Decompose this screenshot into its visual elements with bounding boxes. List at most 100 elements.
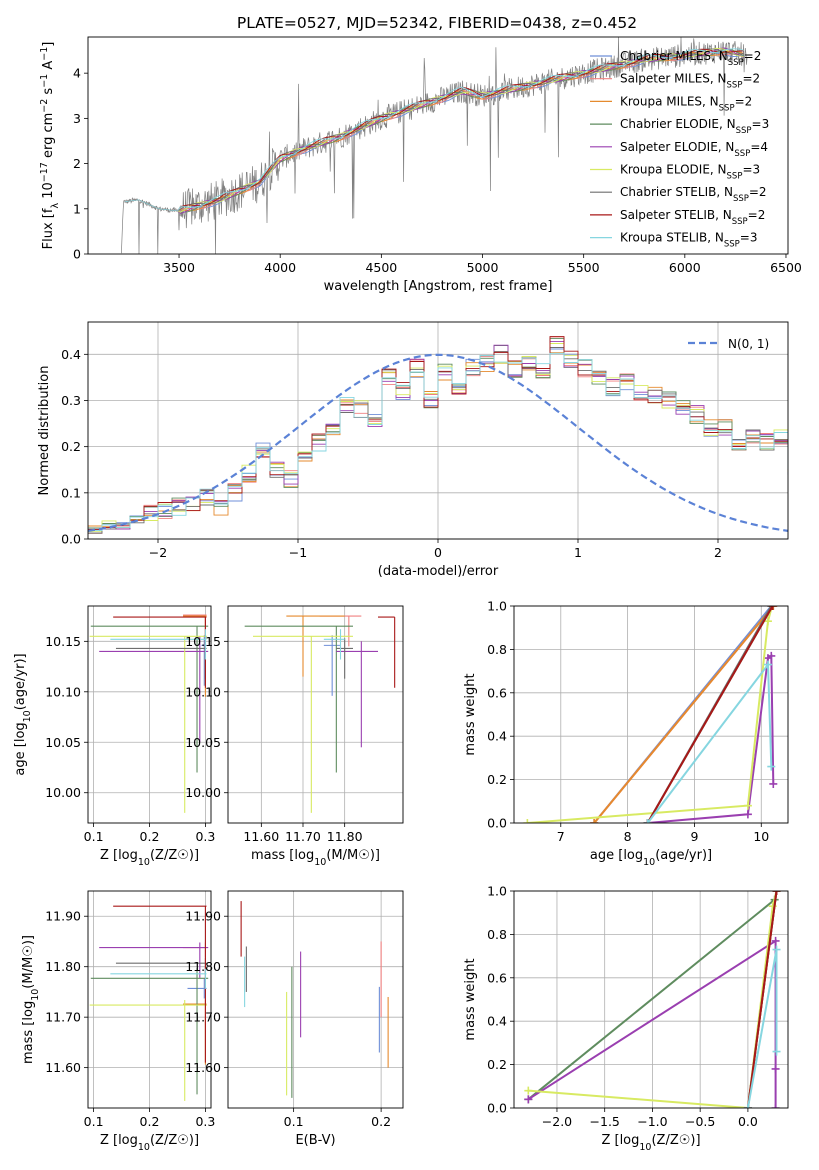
label-part: (age/yr)] [655, 848, 712, 863]
label-part: (Z/Z☉)] [150, 1133, 199, 1148]
x-tick-label: 1 [574, 545, 582, 560]
x-tick-label: 0.0 [738, 1114, 758, 1129]
y-tick-label: 3 [73, 111, 81, 126]
grid-lines [228, 891, 403, 1108]
hist-kroupa-stelib [88, 352, 788, 532]
y-tick-label: 10.10 [185, 684, 221, 699]
marker-kroupa-stelib [767, 762, 776, 771]
marker-kroupa-elodie [523, 819, 532, 823]
x-tick-label: 0.2 [140, 1114, 160, 1129]
x-tick-label: −2.0 [542, 1114, 572, 1129]
x-tick-label: −1 [289, 545, 307, 560]
y-axis-label: mass weight [463, 673, 478, 755]
x-tick-label: 8 [624, 829, 632, 844]
y-tick-label: 11.60 [45, 1060, 81, 1075]
plot-area [244, 615, 396, 813]
legend-label-text: Chabrier ELODIE, N [620, 117, 736, 131]
y-axis-label: Flux [fλ 10−17 erg cm−2 s−1 A−1] [39, 42, 61, 250]
y-tick-label: 4 [73, 66, 81, 81]
marker-salpeter-elodie [771, 1064, 780, 1073]
label-part: log [294, 848, 314, 863]
y-tick-label: 10.10 [45, 684, 81, 699]
y-tick-label: 10.00 [185, 785, 221, 800]
y-tick-label: 11.60 [185, 1060, 221, 1075]
y-tick-label: 0.4 [487, 1014, 507, 1029]
label-part: mass weight [463, 673, 478, 755]
label-part: (data-model)/error [378, 564, 499, 579]
y-tick-label: 0.0 [61, 532, 81, 547]
label-part: Flux [f [41, 208, 56, 249]
y-tick-label: 0.0 [487, 816, 507, 831]
x-tick-label: 10 [753, 829, 769, 844]
mass-weight-line-salpeter-elodie [527, 939, 777, 1108]
marker-salpeter-elodie [771, 936, 780, 945]
legend-label-sub: SSP [727, 172, 743, 182]
x-axis-label: Z [log10(Z/Z☉)] [100, 1133, 199, 1153]
mass-weight-line-kroupa-miles [593, 606, 775, 823]
x-tick-label: 9 [690, 829, 698, 844]
label-part: mass weight [463, 958, 478, 1040]
y-tick-label: 1.0 [487, 599, 507, 614]
legend-label-tail: =3 [742, 163, 760, 177]
y-tick-label: 11.70 [45, 1010, 81, 1025]
x-tick-label: 0.2 [140, 829, 160, 844]
model-line-kroupa-stelib [124, 48, 744, 212]
point-kroupa-stelib [110, 629, 207, 660]
legend-label-text: Salpeter ELODIE, N [620, 140, 734, 154]
y-tick-label: 1 [73, 201, 81, 216]
point-kroupa-elodie [253, 635, 353, 813]
y-tick-label: 10.05 [45, 735, 81, 750]
point-salpeter-elodie [336, 641, 378, 748]
y-tick-label: 0.4 [487, 729, 507, 744]
mass-weight-line-salpeter-stelib [746, 891, 778, 1108]
y-tick-label: 0.0 [487, 1101, 507, 1116]
label-part: log [620, 1133, 640, 1148]
label-part: (age/yr)] [13, 653, 28, 710]
legend-label-text: Salpeter MILES, N [620, 72, 727, 86]
x-axis-label: Z [log10(Z/Z☉)] [601, 1133, 700, 1153]
ticks: 0.1 0.2 11.60 11.70 11.80 11.90 [185, 909, 391, 1129]
y-tick-label: 10.15 [185, 634, 221, 649]
label-part: log [118, 1133, 138, 1148]
legend-label-text: Salpeter STELIB, N [620, 208, 732, 222]
x-axis-label: Z [log10(Z/Z☉)] [100, 848, 199, 868]
ticks: −2 −1 0 1 2 0.0 0.1 0.2 0.3 0.4 [61, 347, 722, 560]
x-tick-label: 11.70 [285, 829, 321, 844]
point-chabrier-elodie [90, 625, 209, 773]
label-part: wavelength [Angstrom, rest frame] [324, 279, 553, 294]
label-part: −1 [39, 47, 50, 61]
marker-kroupa-stelib [772, 945, 781, 954]
label-part: 10 [639, 1142, 651, 1153]
y-tick-label: 11.90 [185, 909, 221, 924]
y-tick-label: 11.80 [185, 959, 221, 974]
legend-label-tail: =4 [750, 140, 768, 154]
label-part: ] [41, 42, 56, 47]
label-part: 10 [643, 857, 655, 868]
marker-kroupa-elodie [743, 801, 752, 810]
figure-title: PLATE=0527, MJD=52342, FIBERID=0438, z=0… [237, 14, 637, 32]
marker-salpeter-elodie [767, 651, 776, 660]
y-tick-label: 11.90 [45, 909, 81, 924]
legend-label-sub: SSP [734, 149, 750, 159]
x-tick-label: 7 [557, 829, 565, 844]
legend-label-tail: =2 [748, 208, 766, 222]
x-tick-label: 5500 [568, 260, 600, 275]
legend-label-text: Chabrier STELIB, N [620, 185, 733, 199]
x-tick-label: 0.1 [284, 1114, 304, 1129]
ticks: −2.0 −1.5 −1.0 −0.5 0.0 0.0 0.2 0.4 0.6 0.8 1.0 [487, 884, 758, 1130]
marker-kroupa-elodie [763, 617, 772, 626]
marker-kroupa-miles [590, 819, 599, 823]
mass-weight-line-kroupa-stelib [646, 661, 773, 823]
point-salpeter-elodie [99, 942, 209, 978]
x-tick-label: −1.0 [637, 1114, 667, 1129]
marker-salpeter-elodie [771, 1104, 780, 1108]
marker-kroupa-elodie [524, 1086, 533, 1095]
y-tick-label: 0.6 [487, 685, 507, 700]
legend-label-sub: SSP [724, 240, 740, 250]
point-chabrier-elodie [90, 968, 209, 1095]
label-part: log [623, 848, 643, 863]
x-tick-label: 4500 [365, 260, 397, 275]
label-part: (Z/Z☉)] [651, 1133, 700, 1148]
legend-label-sub: SSP [733, 194, 749, 204]
point-chabrier-stelib [336, 638, 353, 679]
